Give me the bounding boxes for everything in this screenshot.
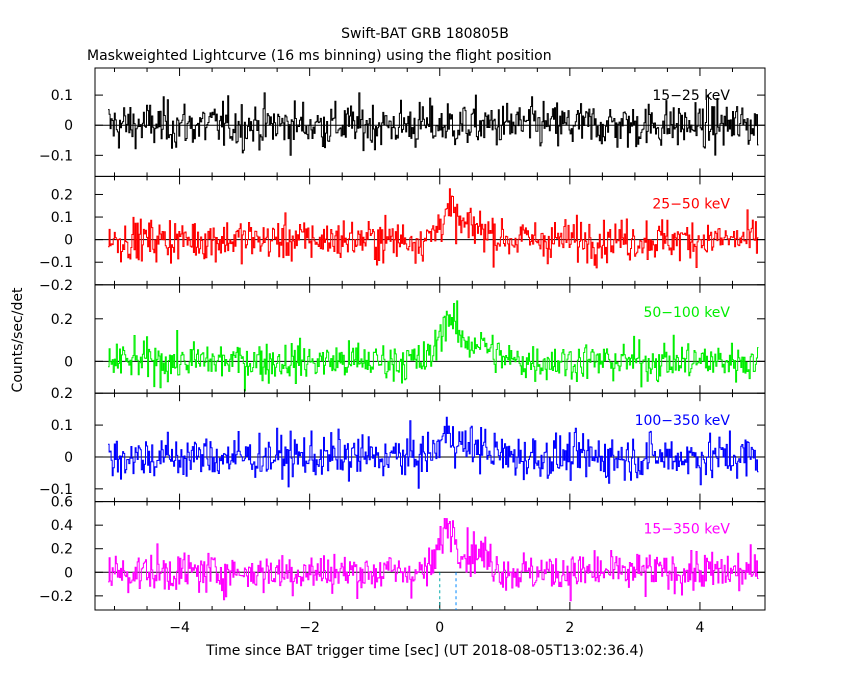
panel-group: −0.1 0 0.1 15−25 keV −0.2 −0.1 0 0.1 0.2 25−50 ke… [39, 67, 766, 611]
panel-frame [94, 501, 766, 611]
y-tick-label: 0.2 [51, 312, 73, 328]
y-tick-label: 0 [64, 565, 73, 581]
band-label-5: 15−350 keV [643, 522, 730, 538]
y-tick-label: 0 [64, 354, 73, 370]
y-tick-label: −0.1 [39, 148, 73, 164]
band-label-1: 15−25 keV [652, 88, 730, 104]
y-tick-label: 0 [64, 118, 73, 134]
y-tick-label: −0.1 [39, 255, 73, 271]
panel-3: 0 0.2 50−100 keV [51, 284, 766, 394]
panel-5: −0.2 0 0.2 0.4 0.6 15−350 keV [39, 495, 766, 611]
y-tick-label: 0.1 [51, 88, 73, 104]
panel-4: −0.1 0 0.1 0.2 100−350 keV [39, 386, 766, 503]
x-tick-label: −4 [169, 620, 190, 636]
panel-frame [94, 284, 766, 394]
y-tick-label: −0.2 [39, 589, 73, 605]
y-tick-label: 0 [64, 450, 73, 466]
series-trace-4 [108, 416, 759, 489]
x-tick-label: 0 [435, 620, 444, 636]
panel-2: −0.2 −0.1 0 0.1 0.2 25−50 keV [39, 175, 766, 294]
x-tick-label: −2 [299, 620, 320, 636]
series-trace-2 [108, 188, 759, 269]
x-tick-label: 2 [565, 620, 574, 636]
y-axis-label: Counts/sec/det [10, 287, 26, 392]
chart-subtitle: Maskweighted Lightcurve (16 ms binning) … [87, 48, 552, 64]
y-tick-label: 0.2 [51, 542, 73, 558]
x-axis-label: Time since BAT trigger time [sec] (UT 20… [205, 643, 644, 659]
y-tick-label: 0.2 [51, 386, 73, 402]
x-tick-label: 4 [695, 620, 704, 636]
panel-1: −0.1 0 0.1 15−25 keV [39, 67, 766, 177]
y-tick-label: −0.1 [39, 482, 73, 498]
y-tick-label: 0.1 [51, 210, 73, 226]
series-trace-1 [108, 92, 759, 156]
band-label-4: 100−350 keV [635, 413, 731, 429]
y-tick-label: 0.2 [51, 187, 73, 203]
y-tick-label: −0.2 [39, 278, 73, 294]
y-tick-label: 0.4 [51, 518, 73, 534]
chart-title: Swift-BAT GRB 180805B [341, 26, 509, 42]
series-trace-5 [108, 518, 759, 602]
y-tick-label: 0.6 [51, 495, 73, 511]
x-axis: −4 −2 0 2 4 [169, 620, 704, 636]
y-tick-label: 0 [64, 233, 73, 249]
band-label-3: 50−100 keV [643, 305, 730, 321]
series-trace-3 [108, 300, 759, 392]
band-label-2: 25−50 keV [652, 196, 730, 212]
y-tick-label: 0.1 [51, 418, 73, 434]
